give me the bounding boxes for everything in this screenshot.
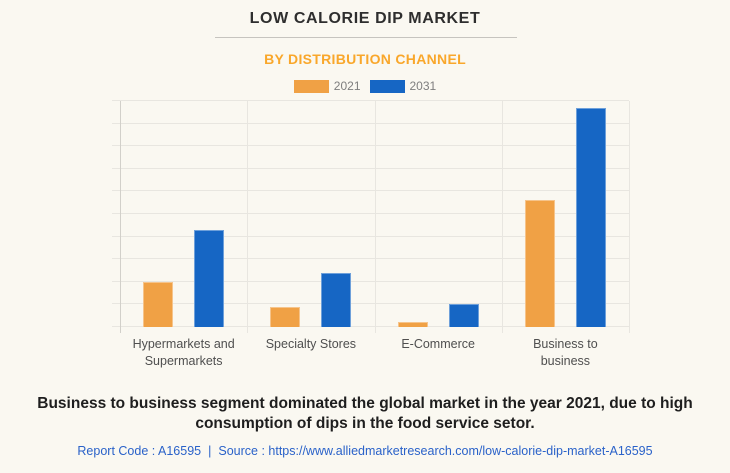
- gridline-vertical: [629, 101, 630, 333]
- chart-title: LOW CALORIE DIP MARKET: [249, 10, 481, 27]
- gridline-horizontal: [112, 213, 629, 214]
- category-label-e-commerce: E-Commerce: [401, 337, 475, 351]
- gridline-vertical: [374, 101, 376, 333]
- category-label-hypermarkets-and-supermarkets: Hypermarkets and Supermarkets: [132, 337, 235, 368]
- title-divider: [215, 37, 517, 38]
- bar-2021-e-commerce: [397, 322, 428, 327]
- chart-subtitle: BY DISTRIBUTION CHANNEL: [264, 51, 466, 67]
- bar-2031-specialty-stores: [321, 272, 352, 327]
- gridline-horizontal: [112, 167, 629, 169]
- category-axis: Hypermarkets and Supermarkets Specialty S…: [120, 336, 629, 370]
- bar-group-e-commerce: [375, 101, 502, 327]
- chart-legend: 2021 2031: [0, 79, 730, 93]
- gridline-horizontal: [112, 326, 629, 327]
- legend-item-2031: 2031: [369, 79, 437, 93]
- separator: |: [208, 444, 212, 458]
- bar-2031-e-commerce: [448, 304, 479, 327]
- legend-label-2031: 2031: [409, 79, 437, 93]
- bar-group-business-to-business: [502, 101, 629, 327]
- bar-2021-business-to-business: [524, 200, 555, 327]
- category-label-specialty-stores: Specialty Stores: [265, 337, 357, 351]
- bar-group-hypermarkets-and-supermarkets: [120, 101, 247, 327]
- source-link[interactable]: https://www.alliedmarketresearch.com/low…: [268, 444, 653, 458]
- gridline-horizontal: [112, 303, 629, 305]
- gridline-vertical: [247, 101, 249, 333]
- bar-2021-hypermarkets-and-supermarkets: [143, 281, 174, 327]
- source-line: Report Code : A16595 | Source : https://ww…: [0, 444, 730, 458]
- legend-label-2021: 2021: [333, 79, 361, 93]
- bar-group-specialty-stores: [247, 101, 374, 327]
- report-code: Report Code : A16595: [77, 444, 202, 458]
- gridline-horizontal: [112, 145, 629, 147]
- footer-note: Business to business segment dominated t…: [37, 395, 693, 432]
- gridline-horizontal: [112, 122, 629, 124]
- gridline-horizontal: [112, 258, 629, 260]
- legend-swatch-2031: [369, 79, 405, 93]
- gridline-horizontal: [112, 100, 629, 101]
- gridline-horizontal: [112, 190, 629, 192]
- gridline-vertical: [501, 101, 503, 333]
- bar-2031-business-to-business: [575, 107, 606, 327]
- bar-2031-hypermarkets-and-supermarkets: [194, 229, 225, 327]
- y-axis-line: [120, 101, 121, 333]
- category-label-business-to-business: Business to business: [533, 337, 598, 368]
- source-prefix: Source :: [218, 444, 265, 458]
- gridline-horizontal: [112, 280, 629, 282]
- plot-area: [112, 100, 630, 333]
- legend-item-2021: 2021: [293, 79, 361, 93]
- bar-2021-specialty-stores: [270, 306, 301, 327]
- legend-swatch-2021: [293, 79, 329, 93]
- gridline-horizontal: [112, 235, 629, 237]
